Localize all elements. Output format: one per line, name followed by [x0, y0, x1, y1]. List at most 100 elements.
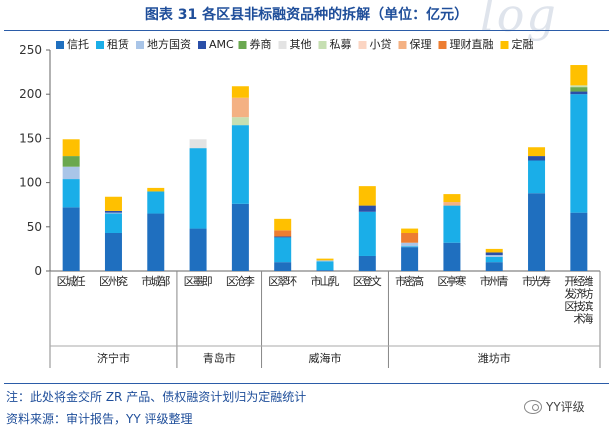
bar-segment	[528, 147, 546, 157]
category-label-char: 海	[582, 312, 593, 326]
category-label-char: 区	[437, 275, 448, 288]
bar-segment	[104, 213, 122, 233]
bar-segment	[485, 248, 503, 253]
category-label-char: 潍	[582, 275, 593, 288]
category-label-char: 区	[99, 275, 110, 288]
bar-segment	[316, 270, 334, 271]
category-label-char: 文	[371, 274, 382, 288]
category-label-char: 墨	[193, 275, 204, 288]
category-label-char: 市	[522, 274, 533, 288]
category-label-char: 城	[66, 275, 77, 288]
wechat-icon	[524, 399, 542, 414]
legend-swatch	[136, 41, 144, 49]
category-label-char: 任	[75, 275, 86, 288]
bar-segment	[443, 202, 461, 206]
bar-segment	[316, 260, 334, 262]
bar-segment	[485, 255, 503, 257]
legend: 信托 租赁 地方国资 AMC 券商 其他 私募 小贷 保理 理财直融 定融	[56, 37, 534, 51]
category-label-char: 开	[564, 275, 575, 288]
bar-segment	[485, 252, 503, 256]
category-label-char: 市	[480, 274, 491, 288]
legend-swatch	[238, 41, 247, 49]
legend-label: 保理	[410, 37, 432, 51]
category-label-char: 技	[573, 300, 584, 313]
bar-segment	[189, 148, 207, 229]
legend-label: 其他	[290, 38, 312, 51]
x-axis-labels: 任城区 兖州区 邹城市 即墨区 李沧区 环翠区 乳山市 文登区 高密市 寒亭区 青州市 寿光市 潍坊滨海…	[49, 271, 601, 368]
category-label-char: 环	[286, 275, 297, 288]
bar-segment	[62, 207, 80, 271]
bar-segment	[231, 125, 249, 204]
category-label-char: 寿	[540, 274, 551, 288]
group-label: 青岛市	[203, 351, 236, 365]
bar-segment	[570, 212, 588, 271]
bar-segment	[316, 261, 334, 271]
bar-segment	[358, 205, 376, 212]
category-label-char: 亭	[446, 274, 457, 288]
bar-segment	[62, 139, 80, 157]
bar-segment	[528, 160, 546, 194]
y-tick-label: 50	[27, 220, 42, 234]
bar-segment	[274, 218, 292, 231]
bar-series	[62, 65, 588, 271]
bar-segment	[443, 205, 461, 243]
category-label-char: 青	[498, 275, 509, 288]
category-label-char: 高	[413, 274, 424, 288]
bar-segment	[147, 213, 165, 271]
bar-segment	[62, 179, 80, 208]
category-label-char: 区	[268, 275, 279, 288]
bar-segment	[401, 242, 419, 247]
bar-segment	[570, 85, 588, 88]
bar-segment	[443, 242, 461, 271]
legend-swatch	[318, 41, 327, 49]
bar-segment	[231, 117, 249, 126]
bar-segment	[528, 156, 546, 161]
y-tick-label: 200	[19, 87, 42, 101]
category-label-char: 发	[564, 287, 575, 301]
legend-swatch	[398, 41, 407, 49]
legend-swatch	[358, 41, 367, 49]
bar-segment	[401, 228, 419, 233]
y-tick-label: 100	[19, 176, 42, 190]
bar-segment	[401, 232, 419, 243]
bar-segment	[274, 237, 292, 263]
stacked-bar-chart: 0 50 100 150 200 250 信托 租赁 地方国资 AMC 券商 其他 私募 小贷 保理 理财直…	[19, 37, 601, 368]
legend-label: 理财直融	[450, 37, 494, 51]
bar-segment	[274, 236, 292, 238]
legend-label: 券商	[250, 37, 272, 51]
category-label-char: 市	[311, 274, 322, 288]
footnote: 注：此处将金交所 ZR 产品、债权融资计划归为定融统计	[6, 390, 307, 404]
legend-label: 信托	[67, 37, 89, 51]
bar-segment	[189, 228, 207, 271]
category-label-char: 沧	[235, 274, 246, 288]
bar-segment	[358, 186, 376, 206]
category-label-char: 城	[150, 275, 161, 288]
legend-label: 地方国资	[147, 37, 191, 51]
legend-label: 小贷	[370, 37, 392, 51]
category-label-char: 寒	[455, 274, 466, 288]
category-label-char: 登	[362, 274, 373, 288]
group-label: 潍坊市	[478, 351, 511, 365]
category-label-char: 滨	[582, 299, 593, 313]
bar-segment	[570, 65, 588, 86]
category-label-char: 州	[108, 275, 119, 288]
bar-segment	[104, 210, 122, 213]
bar-segment	[570, 87, 588, 92]
brand-name: YY评级	[546, 400, 585, 414]
category-label-char: 区	[226, 275, 237, 288]
bar-segment	[528, 193, 546, 271]
y-tick-label: 150	[19, 131, 42, 145]
bar-segment	[401, 247, 419, 271]
bar-segment	[485, 262, 503, 271]
category-label-char: 市	[141, 274, 152, 288]
category-label-char: 区	[184, 275, 195, 288]
watermark: log	[480, 0, 558, 42]
bar-segment	[189, 139, 207, 149]
bar-segment	[570, 91, 588, 95]
category-label-char: 济	[573, 287, 584, 301]
bar-segment	[358, 255, 376, 271]
category-label-char: 密	[404, 274, 415, 288]
bar-segment	[231, 86, 249, 98]
category-label-char: 经	[573, 275, 584, 288]
category-label-char: 光	[531, 274, 542, 288]
